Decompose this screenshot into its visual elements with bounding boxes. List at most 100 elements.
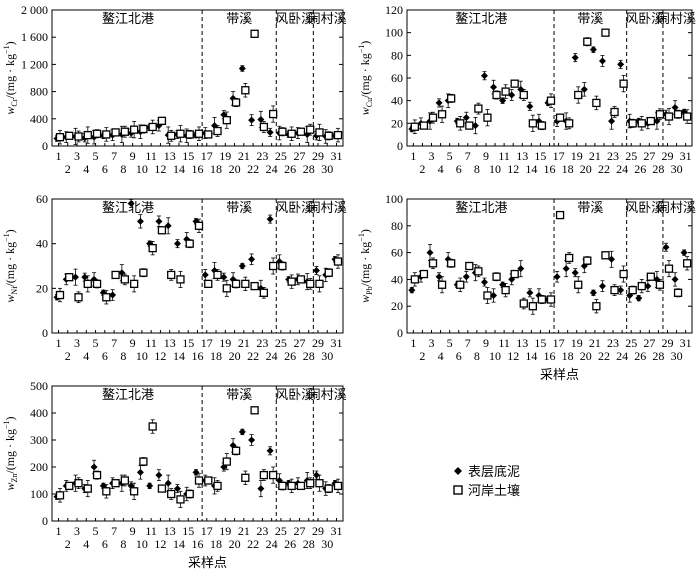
y-tick-label: 40 [36, 237, 48, 251]
data-point-soil [447, 259, 456, 268]
x-tick-label: 6 [456, 349, 462, 363]
y-axis-label-element: Zn [10, 474, 19, 483]
x-tick-label: 1 [55, 149, 61, 163]
data-point-sediment [499, 97, 507, 105]
data-point-soil [129, 125, 139, 134]
data-point-soil [637, 281, 646, 291]
data-point-sediment [312, 266, 320, 274]
axes-frame [51, 385, 344, 522]
data-point-sediment [81, 273, 89, 281]
data-point-soil [546, 96, 556, 105]
y-axis-label-unit: /(mg · kg [358, 242, 372, 287]
data-point-soil [682, 112, 692, 121]
x-tick-label: 4 [438, 162, 444, 176]
data-point-soil [601, 28, 610, 37]
data-point-sediment [266, 447, 274, 455]
y-tick-label: 200 [30, 460, 48, 474]
region-label: 鳌江北港 [455, 11, 507, 27]
x-tick-label: 24 [616, 349, 628, 363]
y-axis-label-w: w [3, 107, 17, 115]
x-tick-label: 18 [562, 162, 574, 176]
data-point-sediment [480, 278, 488, 286]
data-point-sediment [136, 217, 144, 225]
data-point-sediment [671, 275, 679, 283]
x-tick-label: 8 [474, 162, 480, 176]
data-point-soil [176, 275, 185, 284]
data-point-sediment [220, 273, 228, 281]
series-soil [55, 406, 343, 508]
y-tick-label: 300 [30, 433, 48, 447]
data-point-sediment [562, 265, 570, 273]
x-tick-label: 16 [192, 349, 204, 363]
y-axis-label-w: w [3, 295, 17, 303]
y-axis-label-element: Cr [10, 98, 19, 106]
data-point-soil [637, 119, 646, 128]
y-tick-label: 0 [42, 514, 48, 528]
region-label: 带溪 [226, 388, 252, 403]
data-point-soil [83, 484, 92, 493]
data-point-soil [278, 127, 287, 136]
x-tick-label: 20 [229, 162, 241, 176]
x-tick-label: 24 [266, 537, 278, 551]
data-point-sediment [490, 83, 498, 91]
data-point-soil [268, 109, 278, 119]
x-tick-label: 1 [55, 524, 61, 538]
data-point-soil [324, 131, 333, 140]
x-tick-label: 24 [616, 162, 628, 176]
x-tick-label: 1 [410, 336, 416, 350]
data-point-soil [333, 257, 343, 266]
y-axis-label: wCu/(mg · kg−1) [357, 41, 374, 116]
x-tick-label: 8 [120, 537, 126, 551]
x-tick-label: 18 [210, 349, 222, 363]
data-point-soil [167, 489, 176, 499]
x-tick-label: 14 [173, 349, 185, 363]
data-point-soil [324, 268, 333, 277]
data-point-soil [213, 126, 222, 136]
x-tick-label: 13 [164, 149, 176, 163]
y-axis-label-exp: −1 [2, 45, 11, 54]
data-point-sediment [635, 294, 643, 302]
region-label: 风卧溪 [275, 12, 314, 27]
y-tick-label: 400 [30, 112, 48, 126]
data-point-soil [241, 86, 250, 95]
y-tick-label: 0 [42, 139, 48, 153]
x-tick-label: 28 [652, 162, 664, 176]
data-point-sediment [644, 282, 652, 290]
data-point-soil [456, 280, 465, 289]
x-tick-label: 5 [93, 524, 99, 538]
x-tick-label: 21 [589, 149, 601, 163]
y-axis-label-w: w [3, 483, 17, 491]
y-tick-label: 60 [391, 246, 403, 260]
y-tick-label: 20 [36, 281, 48, 295]
data-point-soil [306, 279, 315, 289]
data-point-sediment [462, 114, 470, 122]
data-point-soil [55, 491, 65, 500]
x-tick-label: 16 [192, 537, 204, 551]
data-point-soil [268, 261, 278, 271]
data-point-soil [111, 270, 120, 280]
x-tick-label: 19 [219, 336, 231, 350]
data-point-soil [592, 98, 601, 108]
data-point-sediment [127, 199, 135, 207]
data-point-soil [204, 476, 213, 485]
data-point-soil [250, 281, 259, 291]
x-tick-label: 22 [598, 162, 610, 176]
region-label: 鳌江北港 [102, 387, 154, 403]
data-point-soil [519, 90, 528, 100]
data-point-soil [474, 104, 483, 113]
legend-label-sediment: 表层底泥 [468, 464, 520, 480]
x-tick-label: 5 [93, 149, 99, 163]
data-point-sediment [589, 46, 597, 54]
data-point-soil [74, 479, 83, 488]
x-tick-label: 13 [516, 336, 528, 350]
x-tick-label: 31 [331, 336, 343, 350]
data-point-soil [483, 113, 492, 122]
data-point-sediment [257, 485, 265, 493]
data-point-soil [176, 495, 185, 504]
axes-frame [406, 9, 693, 147]
data-point-sediment [146, 482, 154, 490]
x-tick-label: 3 [429, 336, 435, 350]
